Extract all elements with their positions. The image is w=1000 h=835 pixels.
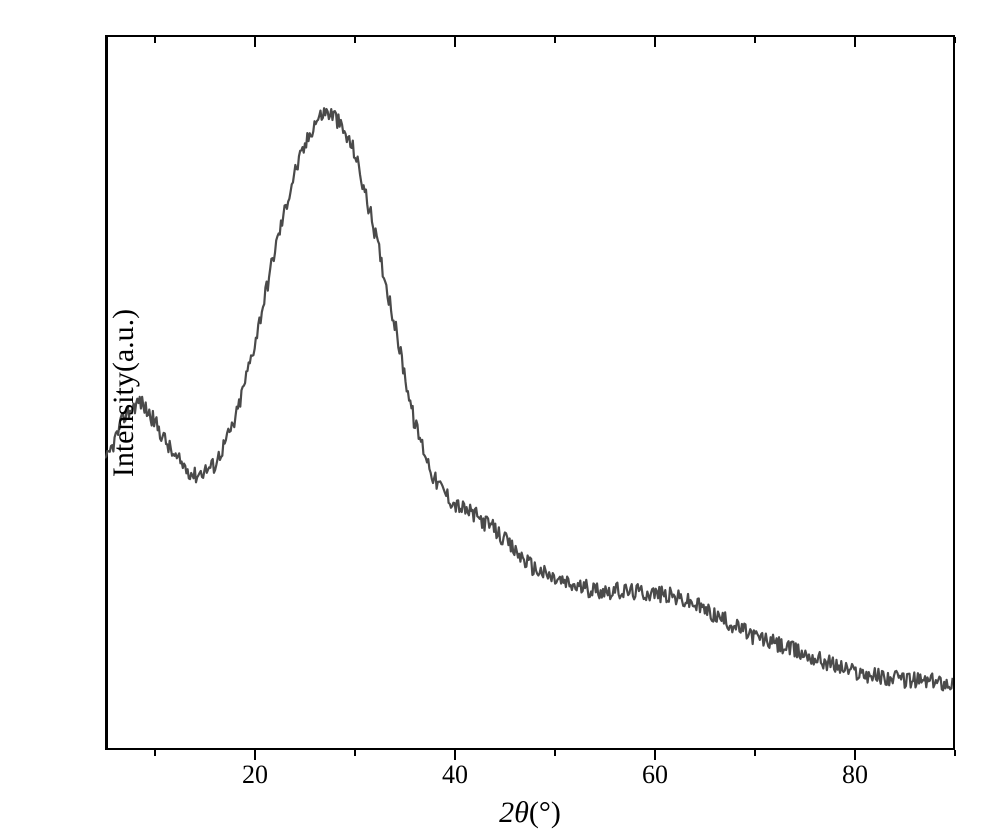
x-tick-label: 80 — [842, 760, 868, 790]
x-tick-major-top — [254, 37, 257, 47]
x-tick-minor-top — [554, 37, 556, 43]
x-tick-minor — [154, 750, 156, 756]
plot-area: 20406080 — [105, 35, 955, 750]
x-tick-major — [654, 750, 657, 760]
x-tick-minor-top — [754, 37, 756, 43]
data-curve — [105, 37, 953, 750]
x-tick-minor — [954, 750, 956, 756]
x-tick-major — [254, 750, 257, 760]
x-tick-minor-top — [954, 37, 956, 43]
y-axis-label: Intensity(a.u.) — [107, 308, 141, 476]
x-tick-major-top — [454, 37, 457, 47]
x-tick-major — [454, 750, 457, 760]
x-tick-major-top — [654, 37, 657, 47]
x-tick-major — [854, 750, 857, 760]
x-tick-minor-top — [154, 37, 156, 43]
x-tick-minor — [754, 750, 756, 756]
x-axis-label: 2θ(°) — [499, 796, 561, 830]
x-axis-unit: (°) — [529, 796, 561, 829]
xrd-chart: 20406080 Intensity(a.u.) 2θ(°) — [105, 35, 955, 750]
x-tick-label: 20 — [242, 760, 268, 790]
intensity-curve — [105, 108, 953, 690]
x-axis-theta: 2θ — [499, 796, 529, 829]
x-tick-major-top — [854, 37, 857, 47]
x-tick-minor — [554, 750, 556, 756]
x-tick-label: 60 — [642, 760, 668, 790]
x-tick-label: 40 — [442, 760, 468, 790]
x-tick-minor-top — [354, 37, 356, 43]
x-tick-minor — [354, 750, 356, 756]
